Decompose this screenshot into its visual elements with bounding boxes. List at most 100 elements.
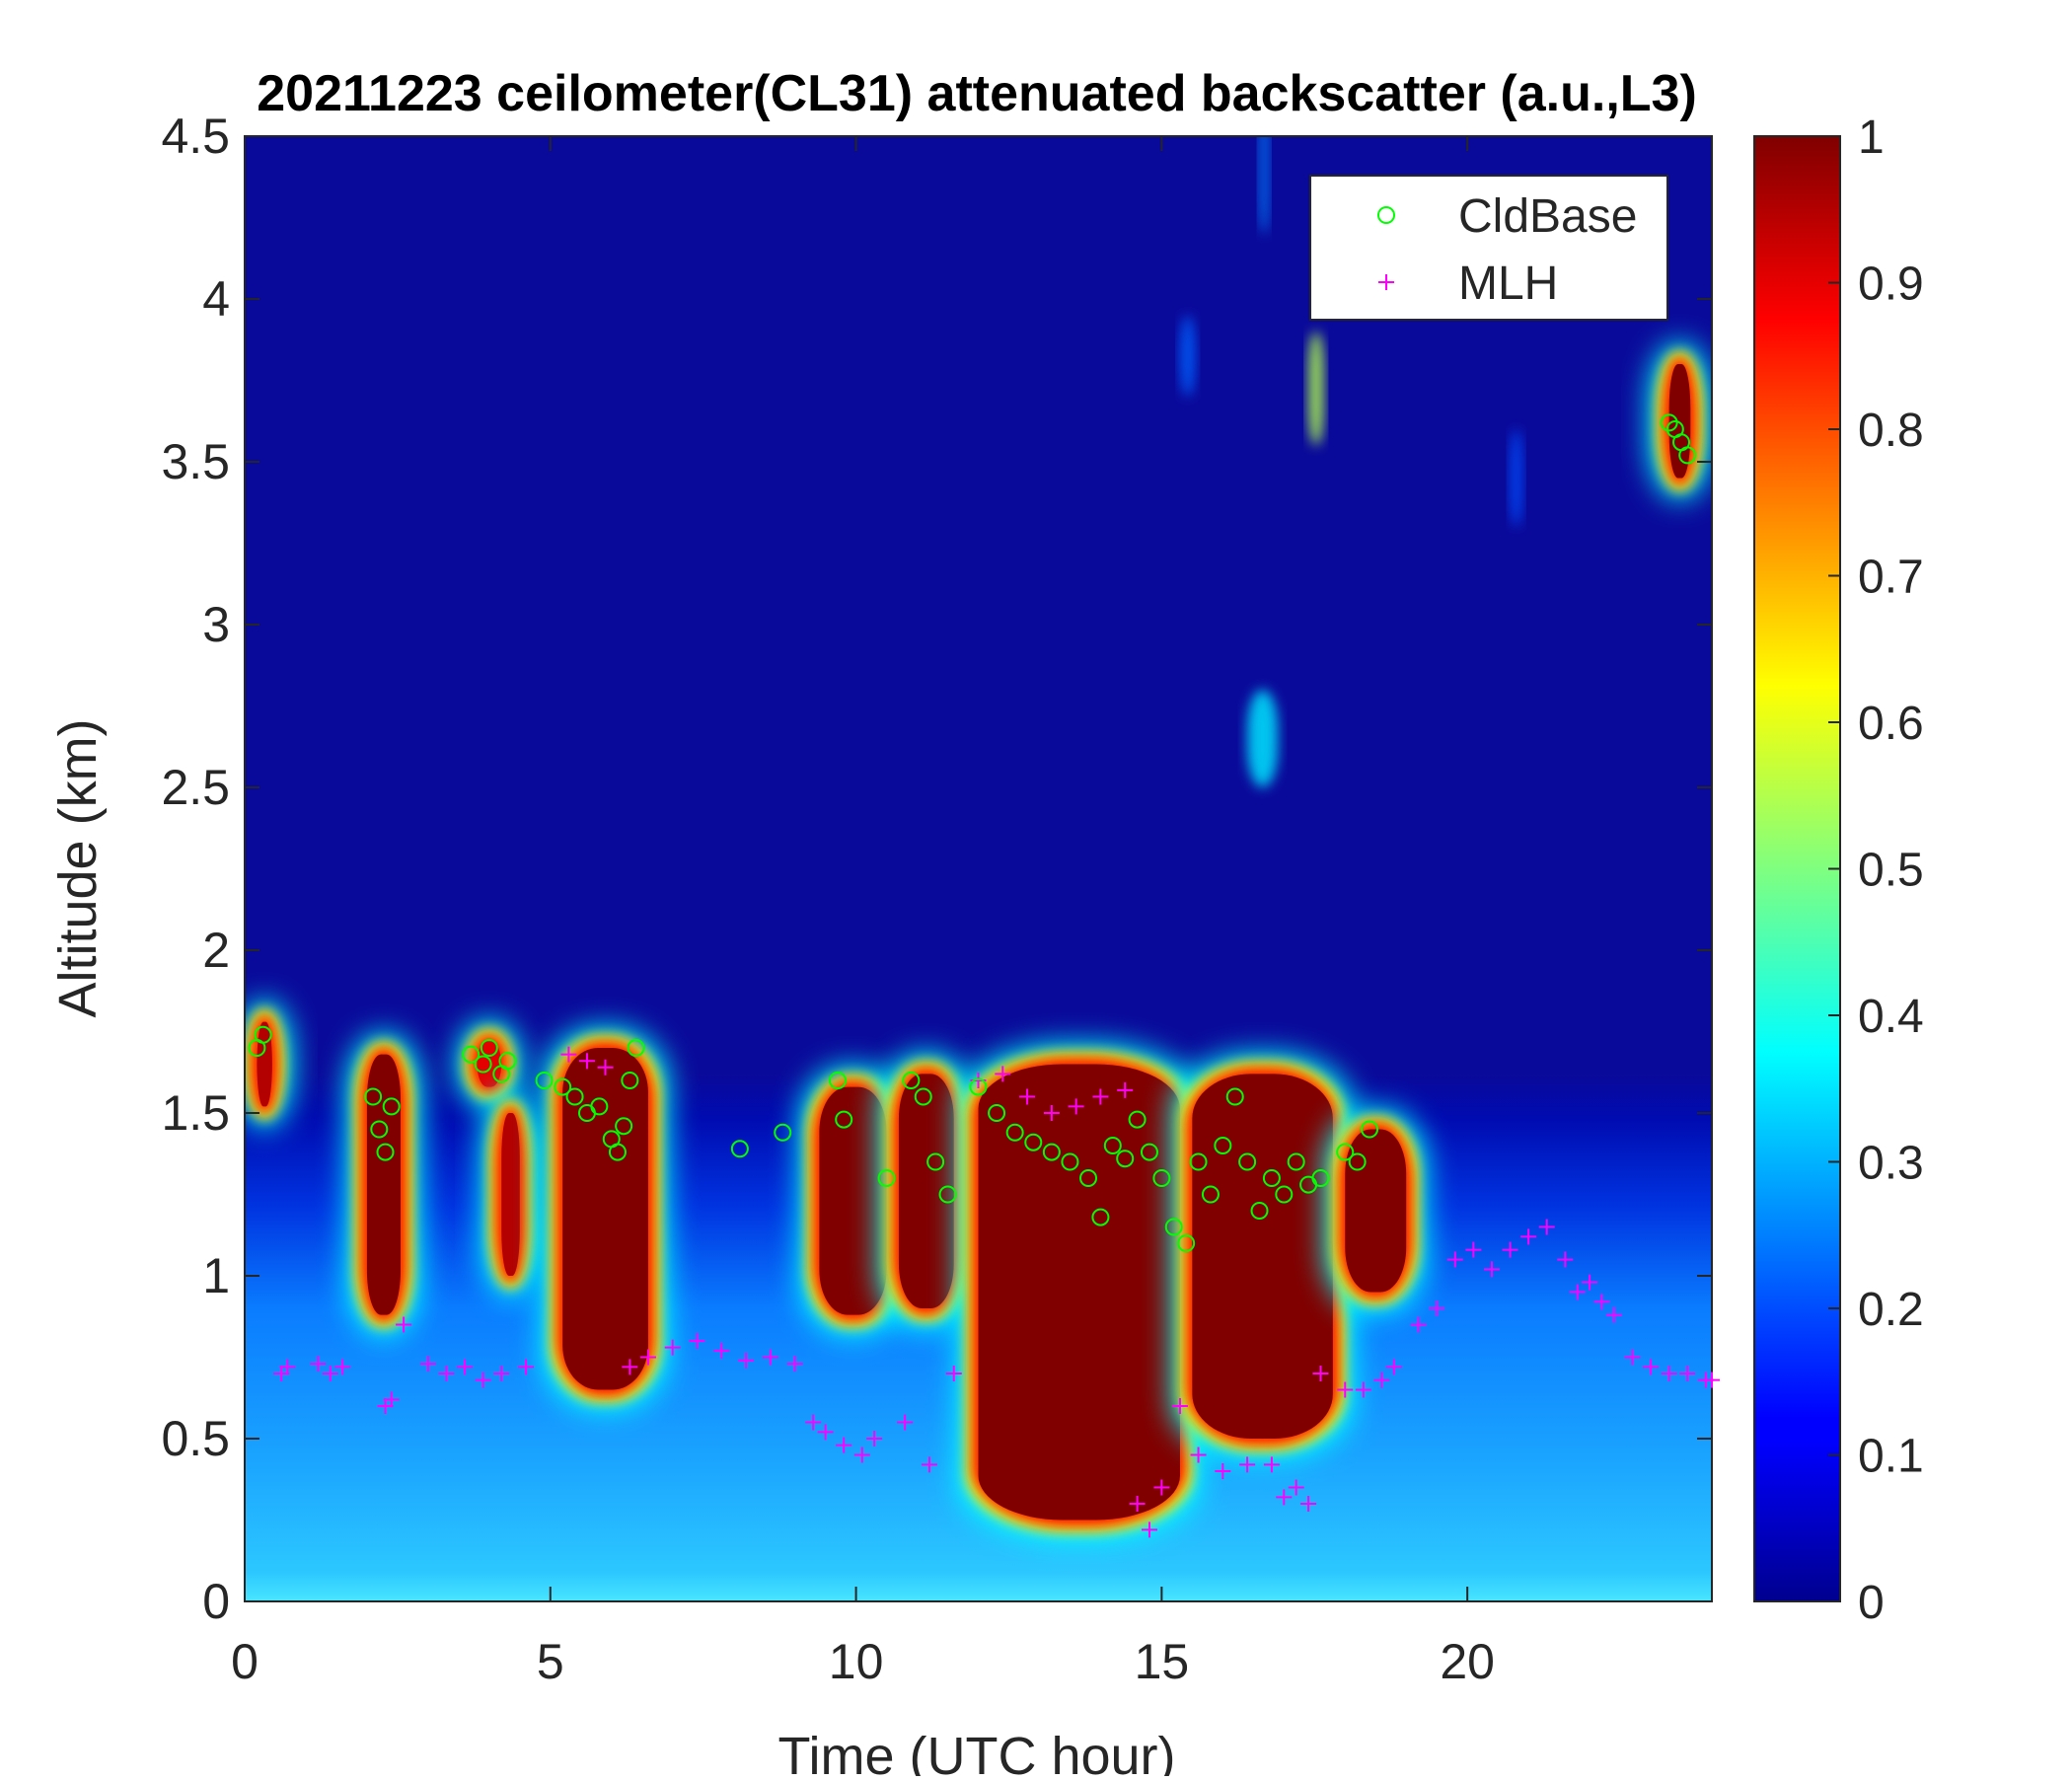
cldbase-point bbox=[828, 1072, 847, 1089]
cldbase-point bbox=[1189, 1152, 1208, 1171]
x-tick-label: 10 bbox=[829, 1634, 884, 1689]
mlh-point bbox=[1153, 1479, 1170, 1496]
legend-cldbase-label: CldBase bbox=[1458, 190, 1637, 243]
cldbase-point bbox=[364, 1087, 383, 1106]
mlh-point bbox=[334, 1359, 351, 1375]
y-tick-label: 2 bbox=[202, 923, 230, 978]
faint-feature bbox=[1179, 315, 1196, 397]
cldbase-point bbox=[1042, 1143, 1061, 1161]
cldbase-point bbox=[1116, 1150, 1135, 1168]
mlh-point bbox=[1355, 1381, 1371, 1398]
mlh-point bbox=[921, 1456, 937, 1473]
mlh-point bbox=[322, 1366, 338, 1381]
mlh-point bbox=[1624, 1349, 1641, 1366]
cloud-core bbox=[898, 1074, 954, 1308]
mlh-point bbox=[1068, 1098, 1084, 1115]
cldbase-point bbox=[1128, 1110, 1147, 1129]
mlh-point bbox=[1276, 1489, 1293, 1506]
colorbar-tick-label: 0 bbox=[1858, 1577, 1885, 1629]
mlh-point bbox=[689, 1333, 705, 1349]
mlh-point bbox=[1704, 1372, 1720, 1388]
cloud-1 bbox=[344, 1032, 422, 1337]
colorbar-tick-label: 0.7 bbox=[1858, 552, 1924, 604]
cldbase-point bbox=[1103, 1137, 1122, 1154]
cloud-core bbox=[501, 1113, 520, 1276]
faint-feature bbox=[1510, 429, 1522, 527]
cldbase-point bbox=[1091, 1208, 1110, 1226]
y-tick-label: 1 bbox=[202, 1248, 230, 1303]
cldbase-series bbox=[248, 413, 1697, 1252]
cldbase-point bbox=[1660, 413, 1678, 432]
mlh-point bbox=[664, 1339, 681, 1356]
mlh-point bbox=[1190, 1447, 1207, 1463]
colorbar-tick-label: 0.5 bbox=[1858, 845, 1924, 897]
mlh-point bbox=[713, 1342, 730, 1359]
mlh-point bbox=[853, 1447, 870, 1463]
cldbase-point bbox=[565, 1087, 584, 1106]
legend-mlh-marker bbox=[1378, 274, 1394, 290]
mlh-point bbox=[1593, 1294, 1610, 1310]
cldbase-point bbox=[1361, 1120, 1379, 1139]
mlh-point bbox=[383, 1391, 400, 1408]
cloud-6 bbox=[876, 1052, 976, 1330]
mlh-point bbox=[1385, 1359, 1402, 1375]
faint-feature-layer bbox=[1179, 136, 1522, 787]
cldbase-point bbox=[535, 1072, 554, 1089]
colorbar-tick-label: 0.1 bbox=[1858, 1431, 1924, 1483]
y-tick-label: 4 bbox=[202, 271, 230, 327]
mlh-point bbox=[639, 1349, 656, 1366]
legend: CldBase MLH bbox=[1309, 175, 1668, 321]
colorbar-tick-label: 0.8 bbox=[1858, 405, 1924, 457]
cldbase-point bbox=[902, 1072, 921, 1089]
mlh-point bbox=[419, 1356, 436, 1373]
mlh-point bbox=[897, 1414, 914, 1431]
cloud-10 bbox=[1647, 342, 1712, 500]
cldbase-point bbox=[1152, 1169, 1171, 1187]
cloud-core bbox=[257, 1021, 272, 1107]
colorbar-tick-label: 0.4 bbox=[1858, 991, 1924, 1043]
cloud-core bbox=[366, 1054, 401, 1315]
cloud-7 bbox=[956, 1042, 1202, 1542]
mlh-point bbox=[622, 1359, 638, 1375]
mlh-point bbox=[1337, 1381, 1354, 1398]
cldbase-point bbox=[1336, 1143, 1355, 1161]
cldbase-point bbox=[1238, 1152, 1257, 1171]
x-tick-label: 5 bbox=[537, 1634, 564, 1689]
cldbase-point bbox=[969, 1077, 988, 1096]
mlh-point bbox=[1092, 1088, 1109, 1105]
cldbase-point bbox=[926, 1152, 945, 1171]
x-axis: 0 5 10 15 20 bbox=[231, 136, 1495, 1689]
cloud-4 bbox=[541, 1026, 670, 1412]
mlh-point bbox=[995, 1066, 1011, 1082]
cldbase-point bbox=[914, 1087, 932, 1106]
y-tick-label: 4.5 bbox=[161, 109, 230, 164]
mlh-point bbox=[1557, 1251, 1574, 1268]
mlh-point bbox=[1019, 1088, 1036, 1105]
mlh-point bbox=[1643, 1359, 1660, 1375]
cldbase-point bbox=[1061, 1152, 1079, 1171]
legend-cldbase-marker bbox=[1377, 206, 1395, 224]
x-tick-label: 0 bbox=[231, 1634, 259, 1689]
cldbase-point bbox=[1024, 1133, 1043, 1151]
cldbase-point bbox=[1678, 446, 1697, 465]
mlh-point bbox=[866, 1431, 883, 1447]
mlh-point bbox=[1117, 1081, 1134, 1098]
mlh-point bbox=[1465, 1241, 1482, 1258]
cldbase-point bbox=[608, 1143, 627, 1161]
mlh-point bbox=[1288, 1479, 1304, 1496]
legend-box bbox=[1309, 175, 1668, 321]
mlh-point bbox=[1446, 1251, 1463, 1268]
chart-title: 20211223 ceilometer(CL31) attenuated bac… bbox=[257, 65, 1697, 122]
faint-feature bbox=[1247, 690, 1279, 787]
cldbase-point bbox=[621, 1072, 639, 1089]
y-tick-label: 0.5 bbox=[161, 1411, 230, 1466]
mlh-point bbox=[1661, 1366, 1677, 1381]
colorbar: 0 0.1 0.2 0.3 0.4 0.5 0.6 0.7 0.8 0.9 1 bbox=[1753, 111, 1924, 1629]
cldbase-point bbox=[1348, 1152, 1367, 1171]
mlh-point bbox=[1215, 1463, 1231, 1479]
cldbase-point bbox=[1311, 1169, 1330, 1187]
mlh-point bbox=[1679, 1366, 1696, 1381]
mlh-point bbox=[1043, 1105, 1060, 1121]
cloud-core bbox=[1192, 1074, 1333, 1439]
